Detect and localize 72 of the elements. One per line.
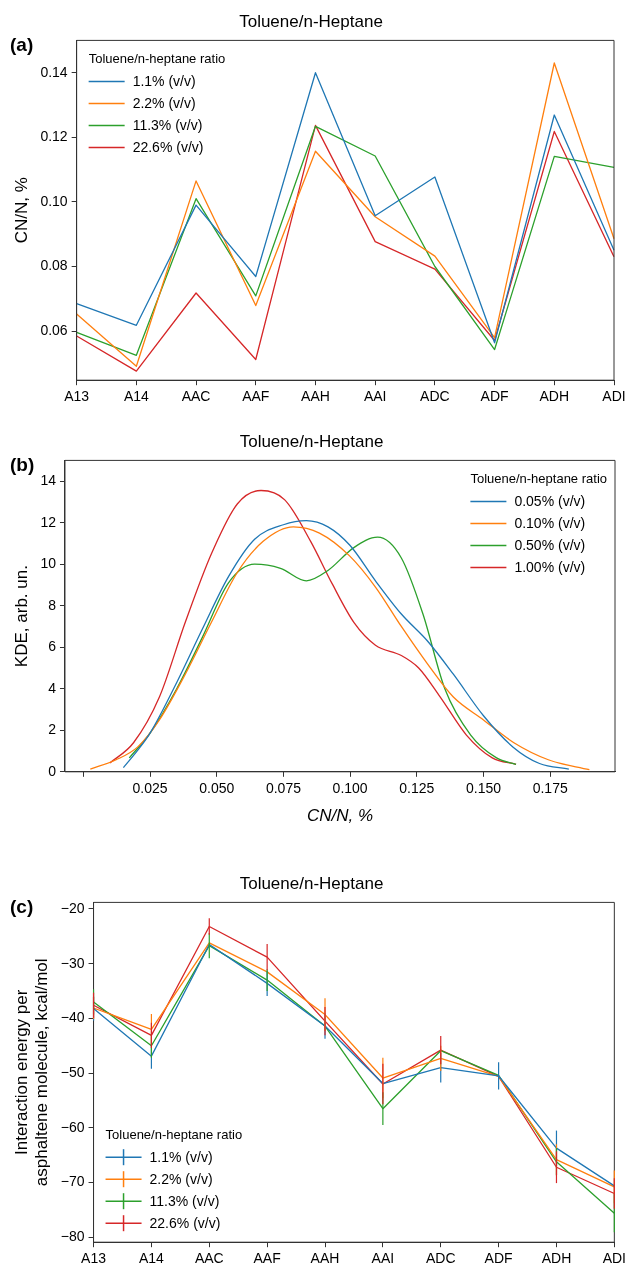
y-tick-label: −30 [60,954,85,971]
y-axis-title: CN/N, % [11,177,31,244]
x-tick-label: AAI [363,388,387,405]
text: (c) [10,896,34,918]
legend-label: 0.10% (v/v) [514,515,586,532]
legend-label: 2.2% (v/v) [149,1171,213,1188]
y-tick-label: −80 [60,1228,85,1245]
x-tick-label: ADI [602,1250,626,1267]
y-tick-label: 2 [48,721,57,738]
y-axis-title: Interaction energy per asphaltene molecule, kcal/mol [11,958,52,1187]
legend-title: Toluene/n-heptane ratio [470,470,608,486]
x-tick-label: 0.025 [132,780,168,797]
x-tick-label: A14 [123,388,150,405]
y-tick-label: 14 [40,472,57,489]
x-tick-label: AAC [181,388,211,405]
legend-label: 11.3% (v/v) [149,1193,220,1210]
legend-label: 1.1% (v/v) [132,73,196,90]
y-tick-label: 0.06 [40,321,68,338]
y-tick-label: −70 [60,1173,85,1190]
x-tick-label: AAC [194,1250,224,1267]
x-tick-label: ADI [602,388,626,405]
legend-title: Toluene/n-heptane ratio [105,1126,243,1142]
x-tick-label: ADF [480,388,509,405]
x-tick-label: A13 [64,388,90,405]
x-tick-label: AAH [310,1250,340,1267]
x-tick-label: A13 [81,1250,107,1267]
legend-title: Toluene/n-heptane ratio [88,50,226,66]
x-tick-label: ADC [425,1250,456,1267]
text: (a) [10,34,34,56]
y-tick-label: 0.10 [40,192,68,209]
x-tick-label: 0.150 [465,780,502,797]
chart-title: Toluene/n-Heptane [239,431,384,451]
y-tick-label: 6 [48,638,57,655]
y-tick-label: 4 [48,679,57,696]
y-tick-label: 0.14 [40,63,68,80]
y-tick-label: 8 [48,596,57,613]
x-tick-label: 0.175 [532,780,568,797]
chart-title: Toluene/n-Heptane [239,873,384,893]
chart-title: Toluene/n-Heptane [239,11,383,31]
y-tick-label: 0.12 [40,128,68,145]
y-tick-label: 0 [48,762,57,779]
x-tick-label: AAI [371,1250,395,1267]
x-tick-label: A14 [138,1250,165,1267]
y-tick-label: 10 [40,555,57,572]
x-tick-label: ADF [484,1250,513,1267]
legend-label: 22.6% (v/v) [132,139,204,156]
y-axis-title: KDE, arb. un. [11,565,31,668]
legend-label: 1.00% (v/v) [514,559,586,576]
y-tick-label: 0.08 [40,257,68,274]
x-tick-label: AAF [242,388,270,405]
x-tick-label: 0.100 [332,780,368,797]
legend-label: 2.2% (v/v) [132,95,196,112]
x-tick-label: AAF [253,1250,281,1267]
y-tick-label: −40 [60,1009,85,1026]
legend-label: 11.3% (v/v) [132,117,203,134]
x-tick-label: ADH [539,388,570,405]
x-tick-label: 0.050 [199,780,235,797]
legend-label: 1.1% (v/v) [149,1149,213,1166]
legend-label: 0.05% (v/v) [514,493,586,510]
legend-label: 22.6% (v/v) [149,1215,221,1232]
x-tick-label: AAH [301,388,330,405]
y-tick-label: −50 [60,1063,85,1080]
legend-label: 0.50% (v/v) [514,537,586,554]
y-tick-label: −20 [60,899,85,916]
x-tick-label: 0.075 [265,780,302,797]
x-tick-label: 0.125 [399,780,435,797]
y-tick-label: −60 [60,1118,85,1135]
x-axis-title: CN/N, % [306,805,374,825]
text: (b) [10,454,35,476]
y-tick-label: 12 [40,513,57,530]
x-tick-label: ADC [420,388,450,405]
x-tick-label: ADH [541,1250,572,1267]
